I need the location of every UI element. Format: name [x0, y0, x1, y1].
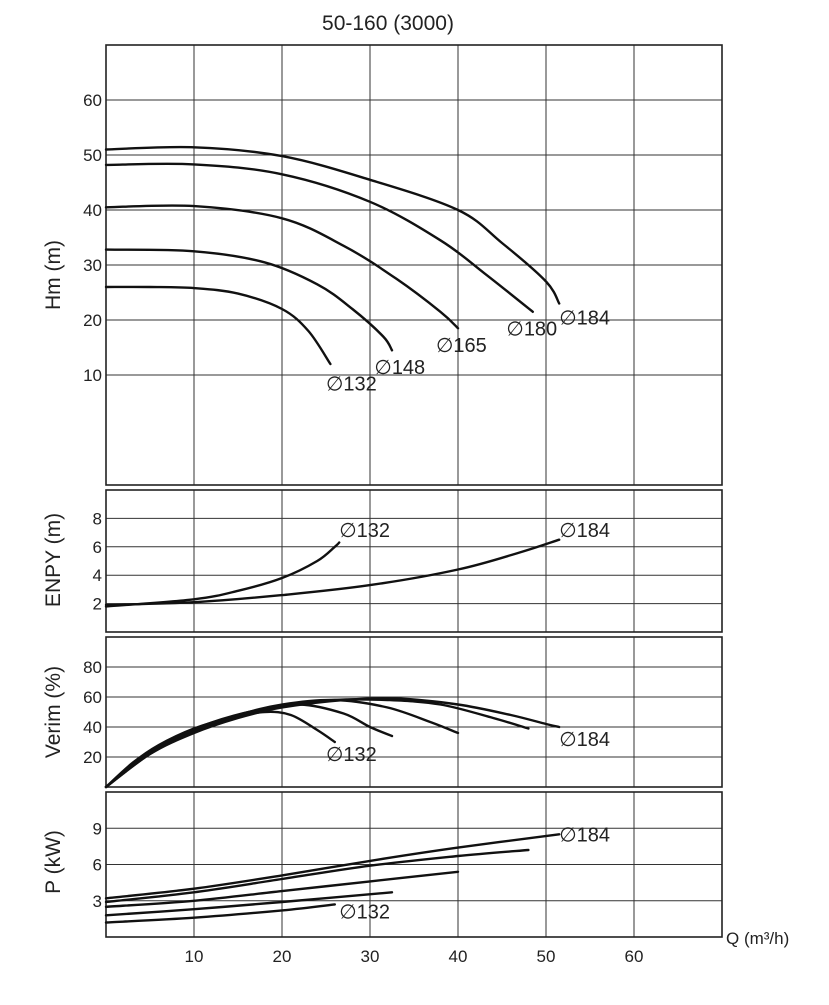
- power-curve-d132: [104, 903, 336, 924]
- x-tick-label: 20: [273, 947, 292, 966]
- head-curve-label-d180: ∅180: [506, 318, 557, 340]
- efficiency-curve-d184: [104, 697, 561, 789]
- npsh-curve-d184: [104, 538, 561, 607]
- efficiency-panel: 20 40 60 80 Verim (%) ∅132 ∅184: [42, 636, 723, 789]
- efficiency-y-tick-label: 40: [83, 718, 102, 737]
- head-curve-d184: [104, 145, 561, 305]
- x-tick-label: 10: [185, 947, 204, 966]
- head-curve-label-d184: ∅184: [559, 307, 610, 329]
- power-y-tick-label: 3: [93, 892, 102, 911]
- head-y-tick-label: 50: [83, 146, 102, 165]
- head-y-axis-label: Hm (m): [42, 240, 65, 310]
- head-y-tick-label: 10: [83, 366, 102, 385]
- npsh-curve-label-d184: ∅184: [559, 520, 610, 542]
- head-curve-d132: [104, 285, 332, 366]
- efficiency-frame: [105, 636, 723, 788]
- head-y-tick-label: 40: [83, 201, 102, 220]
- efficiency-curve-label-d184: ∅184: [559, 729, 610, 751]
- npsh-y-tick-label: 2: [93, 595, 102, 614]
- head-curve-label-d148: ∅148: [374, 357, 425, 379]
- power-frame: [105, 791, 723, 938]
- power-curve-d180: [104, 848, 530, 904]
- head-frame: [105, 44, 723, 486]
- npsh-curve-label-d132: ∅132: [339, 520, 390, 542]
- npsh-frame: [105, 489, 723, 633]
- power-curve-d165: [104, 870, 460, 908]
- head-panel: 10 20 30 40 50 60 Hm (m) ∅132∅148 ∅165 ∅180 ∅184: [42, 44, 723, 486]
- chart-title: 50-160 (3000): [322, 12, 454, 35]
- power-panel: 3 6 9 P (kW) ∅132 ∅184: [42, 791, 723, 938]
- efficiency-y-tick-label: 60: [83, 688, 102, 707]
- head-y-tick-label: 60: [83, 91, 102, 110]
- head-curve-label-d165: ∅165: [436, 335, 487, 357]
- efficiency-y-axis-label: Verim (%): [42, 666, 65, 758]
- efficiency-curve-label-d132: ∅132: [326, 744, 377, 766]
- x-tick-label: 30: [361, 947, 380, 966]
- power-y-tick-label: 6: [93, 856, 102, 875]
- head-curve-label-d132: ∅132: [326, 373, 377, 395]
- head-y-tick-label: 30: [83, 256, 102, 275]
- power-y-tick-label: 9: [93, 819, 102, 838]
- x-tick-label: 50: [537, 947, 556, 966]
- x-tick-label: 60: [625, 947, 644, 966]
- x-tick-label: 40: [449, 947, 468, 966]
- head-curve-d165: [104, 204, 460, 330]
- power-curve-label-d132: ∅132: [339, 902, 390, 924]
- power-curve-d148: [104, 891, 394, 917]
- head-curve-d148: [104, 248, 394, 352]
- head-curve-d180: [104, 162, 534, 313]
- x-axis-label: Q (m³/h): [726, 929, 789, 948]
- npsh-curve-d132: [104, 541, 341, 608]
- npsh-y-tick-label: 4: [93, 566, 102, 585]
- npsh-y-tick-label: 8: [93, 509, 102, 528]
- power-curve-d184: [104, 833, 561, 900]
- efficiency-y-tick-label: 20: [83, 748, 102, 767]
- head-y-tick-label: 20: [83, 311, 102, 330]
- power-curve-label-d184: ∅184: [559, 824, 610, 846]
- npsh-y-tick-label: 6: [93, 538, 102, 557]
- power-y-axis-label: P (kW): [42, 830, 65, 894]
- npsh-panel: 2 4 6 8 ENPY (m) ∅132 ∅184: [42, 489, 723, 633]
- npsh-y-axis-label: ENPY (m): [42, 513, 65, 607]
- efficiency-y-tick-label: 80: [83, 658, 102, 677]
- x-axis: 10 20 30 40 50 60 Q (m³/h): [185, 929, 790, 966]
- efficiency-curve-d165: [104, 698, 460, 789]
